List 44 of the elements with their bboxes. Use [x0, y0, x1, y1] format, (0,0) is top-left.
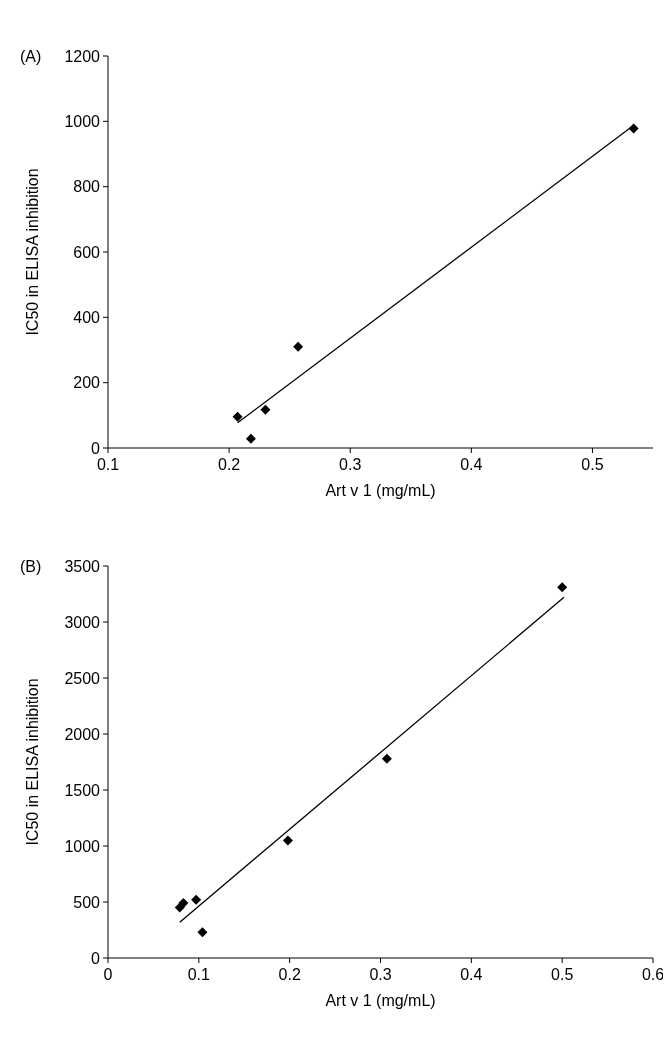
point	[178, 898, 189, 909]
point	[628, 123, 639, 134]
x-tick-label: 0.1	[96, 456, 120, 473]
x-tick-label: 0.5	[551, 966, 574, 983]
y-tick-label: 1000	[64, 837, 101, 855]
x-tick-label: 0.6	[641, 966, 665, 983]
point	[293, 341, 304, 352]
y-tick-label: 600	[73, 243, 101, 261]
x-tick-label: 0.5	[581, 456, 604, 473]
x-tick-label: 0.3	[369, 966, 392, 983]
y-tick-label: 2500	[64, 669, 101, 687]
point	[245, 433, 256, 444]
y-tick-label: 800	[73, 178, 101, 196]
y-tick-label: 0	[91, 439, 101, 457]
x-tick-label: 0	[103, 966, 113, 983]
point	[232, 411, 243, 422]
point	[381, 753, 392, 764]
x-axis-title: Art v 1 (mg/mL)	[325, 992, 436, 1009]
y-tick-label: 1500	[64, 781, 101, 799]
y-tick-label: 200	[73, 374, 101, 392]
x-tick-label: 0.3	[339, 456, 362, 473]
point	[191, 894, 202, 905]
y-tick-label: 0	[91, 949, 101, 967]
y-tick-label: 500	[73, 893, 101, 911]
chart-title: (A)	[20, 47, 42, 65]
y-tick-label: 2000	[64, 725, 101, 743]
y-axis-title: IC50 in ELISA inhibition	[24, 678, 41, 846]
y-tick-label: 400	[73, 308, 101, 326]
point	[260, 404, 271, 415]
y-tick-label: 1000	[64, 112, 101, 130]
point	[197, 927, 208, 938]
chart-title: (B)	[20, 557, 42, 575]
x-tick-label: 0.2	[278, 966, 301, 983]
x-tick-label: 0.2	[217, 456, 241, 473]
x-axis-title: Art v 1 (mg/mL)	[325, 482, 436, 499]
y-tick-label: 1200	[64, 47, 101, 65]
y-axis-title: IC50 in ELISA inhibition	[24, 168, 41, 336]
x-tick-label: 0.1	[187, 966, 211, 983]
y-tick-label: 3500	[64, 557, 101, 575]
y-tick-label: 3000	[64, 613, 101, 631]
point	[557, 582, 568, 593]
point	[282, 835, 293, 846]
x-tick-label: 0.4	[460, 456, 483, 473]
x-tick-label: 0.4	[460, 966, 483, 983]
